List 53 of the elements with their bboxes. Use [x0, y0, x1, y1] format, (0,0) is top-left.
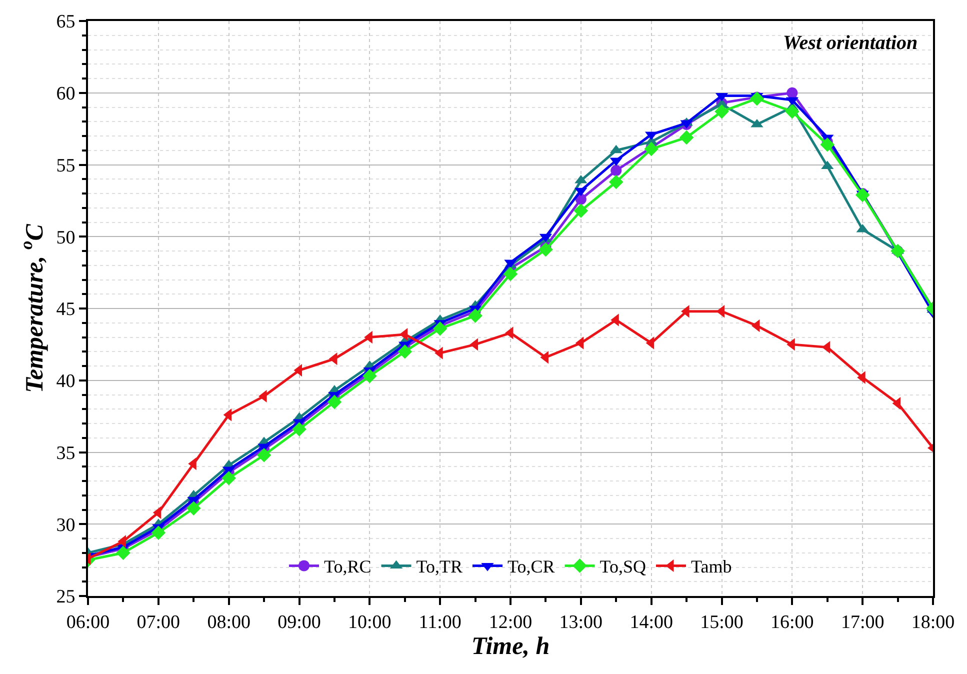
point — [820, 137, 835, 152]
point — [785, 104, 800, 119]
point — [855, 188, 870, 202]
x-tick-label: 12:00 — [488, 612, 532, 633]
point — [256, 448, 272, 462]
x-tick-label: 15:00 — [700, 612, 744, 633]
legend-label: To,CR — [508, 556, 555, 577]
point — [786, 87, 798, 98]
point — [186, 501, 201, 516]
x-tick-label: 06:00 — [66, 612, 110, 633]
point — [327, 394, 342, 410]
point — [151, 526, 166, 540]
x-tick-label: 11:00 — [418, 612, 462, 633]
y-tick-label: 65 — [56, 12, 76, 33]
y-tick-label: 40 — [56, 371, 76, 392]
x-tick-label: 16:00 — [770, 612, 814, 633]
point — [292, 422, 306, 436]
y-tick-label: 30 — [56, 514, 76, 536]
x-tick-label: 07:00 — [136, 612, 180, 633]
legend-label: To,RC — [324, 556, 372, 577]
point — [679, 130, 694, 145]
y-tick-label: 60 — [56, 84, 76, 105]
point — [538, 242, 553, 257]
point — [610, 165, 622, 176]
point — [432, 321, 448, 336]
x-tick-label: 10:00 — [348, 612, 392, 633]
y-tick-label: 25 — [56, 586, 76, 608]
legend-label: To,SQ — [600, 556, 646, 577]
legend-label: Tamb — [691, 556, 732, 577]
x-tick-label: 14:00 — [630, 612, 673, 633]
annotation: West orientation — [783, 32, 918, 54]
point — [468, 308, 482, 323]
point — [644, 142, 658, 156]
y-tick-label: 50 — [56, 227, 76, 248]
x-tick-label: 09:00 — [278, 612, 321, 633]
point — [116, 546, 130, 560]
y-tick-label: 55 — [56, 155, 76, 176]
point — [222, 470, 236, 486]
x-tick-label: 17:00 — [840, 612, 884, 633]
y-tick-label: 35 — [56, 442, 76, 464]
point — [608, 174, 624, 190]
x-tick-label: 18:00 — [911, 612, 955, 633]
legend-label: To,TR — [416, 556, 462, 577]
point — [750, 91, 764, 106]
point — [503, 266, 518, 282]
point — [398, 344, 412, 359]
x-tick-label: 08:00 — [207, 612, 250, 633]
x-tick-label: 13:00 — [559, 612, 603, 633]
point — [574, 204, 588, 218]
point — [362, 368, 377, 384]
point — [714, 104, 729, 119]
y-tick-label: 45 — [56, 299, 76, 320]
x-axis-title: Time, h — [471, 632, 550, 660]
